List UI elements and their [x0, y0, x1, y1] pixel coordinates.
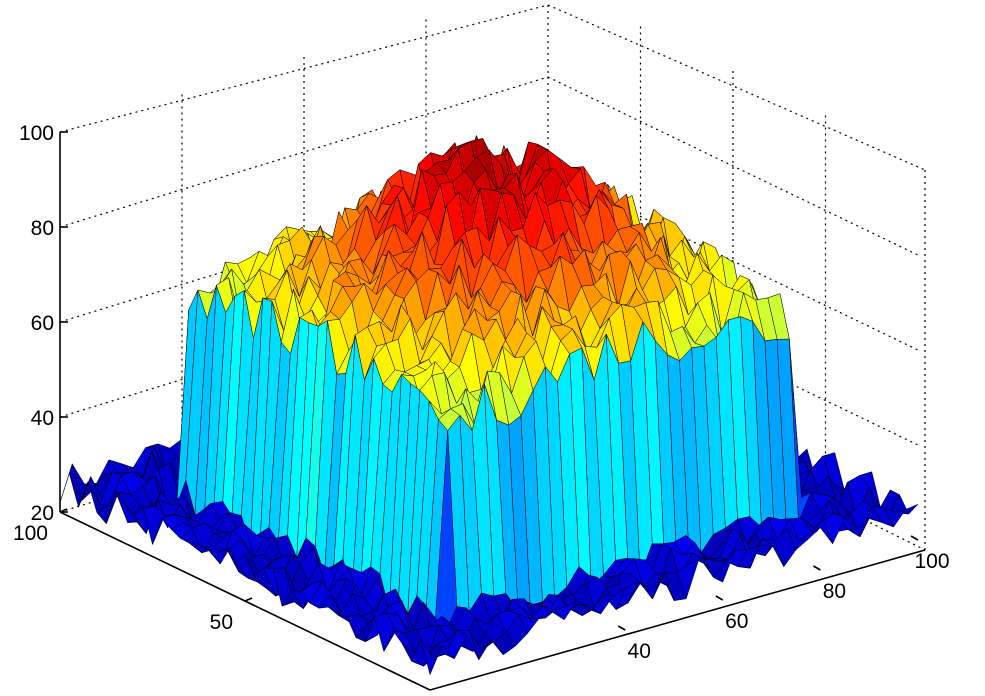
grid-line-z-80-right-wall: [547, 76, 919, 256]
right-axis-tick-label-40: 40: [628, 640, 651, 663]
surface-mesh: [59, 134, 919, 676]
z-tick-label-80: 80: [31, 217, 54, 240]
left-axis-tick-label-100: 100: [13, 522, 48, 545]
right-floor-axis-line: [429, 549, 926, 691]
left-axis-tick-label-50: 50: [210, 611, 233, 634]
z-tick-label-60: 60: [31, 312, 54, 335]
z-tick-label-100: 100: [19, 122, 54, 145]
box-edge-top-right: [547, 4, 926, 171]
right-axis-tick-40: [617, 625, 626, 631]
axis-ticks: [59, 131, 919, 631]
z-tick-label-40: 40: [31, 407, 54, 430]
right-axis-tick-60: [715, 595, 724, 601]
grid-line-z-80-left-wall: [59, 76, 549, 228]
grid-line-z-60-left-wall: [59, 171, 549, 323]
left-axis-tick-50: [244, 597, 253, 602]
right-axis-tick-label-60: 60: [725, 610, 748, 633]
right-axis-tick-label-80: 80: [823, 580, 846, 603]
left-axis-tick-100: [59, 508, 68, 513]
z-tick-label-20: 20: [31, 502, 54, 525]
grid-line-z-40-left-wall: [59, 266, 549, 418]
surface-patch: [420, 638, 443, 676]
axis-tick-labels: 20 40 60 80 100 50 100 40 60 80 100: [13, 122, 950, 663]
grid-line-z-60-right-wall: [547, 171, 919, 351]
right-axis-tick-100: [910, 535, 919, 541]
right-axis-tick-label-100: 100: [914, 550, 949, 573]
right-axis-tick-80: [813, 565, 821, 571]
box-edge-top-left: [59, 4, 549, 133]
